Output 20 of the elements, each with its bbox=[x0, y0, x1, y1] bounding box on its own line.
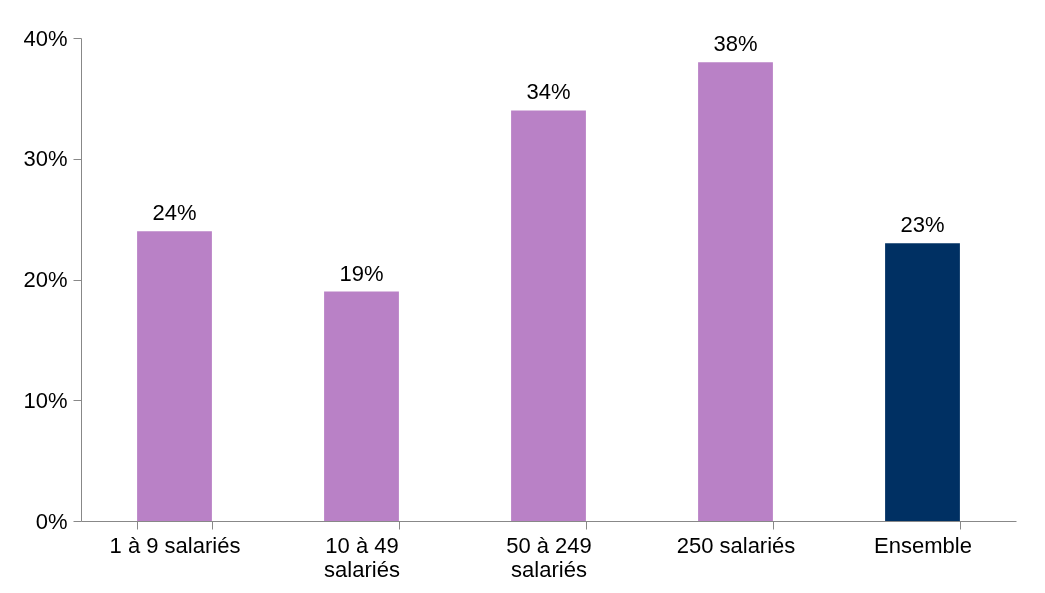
bar bbox=[324, 291, 399, 521]
data-label: 34% bbox=[526, 79, 571, 105]
y-tick-label: 20% bbox=[23, 267, 68, 292]
data-label: 38% bbox=[713, 31, 758, 57]
y-tick-label: 10% bbox=[23, 387, 68, 413]
bar bbox=[137, 231, 212, 521]
data-label: 23% bbox=[900, 212, 945, 238]
x-tick-label: 250 salariés bbox=[676, 532, 796, 558]
bar bbox=[511, 110, 586, 521]
x-tick-label: 50 à 249 salariés bbox=[506, 532, 592, 582]
bar bbox=[885, 243, 960, 521]
x-tick-label: 10 à 49 salariés bbox=[324, 532, 400, 582]
x-tick-label: Ensemble bbox=[874, 532, 972, 558]
data-label: 19% bbox=[339, 260, 384, 286]
x-tick-label: 1 à 9 salariés bbox=[109, 532, 241, 558]
y-tick-label: 30% bbox=[23, 146, 68, 172]
data-label: 24% bbox=[152, 200, 197, 226]
bar bbox=[698, 62, 773, 521]
y-tick-label: 40% bbox=[23, 25, 68, 51]
y-tick-label: 0% bbox=[35, 508, 68, 534]
